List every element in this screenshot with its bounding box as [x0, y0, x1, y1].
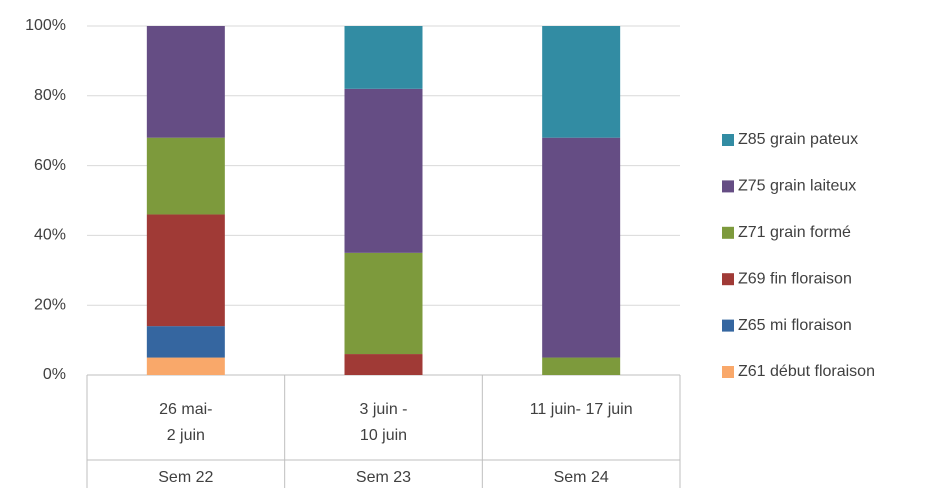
bar-segment [542, 26, 621, 138]
x-tick-label: 3 juin - [359, 401, 407, 418]
bar-segment [542, 357, 621, 375]
x-group-label: Sem 24 [554, 469, 609, 486]
bar-segment [146, 326, 225, 358]
x-group-label: Sem 22 [158, 469, 213, 486]
bar-segment [146, 137, 225, 215]
y-tick-label: 40% [34, 227, 66, 244]
bar-segment [146, 214, 225, 327]
legend-swatch [722, 366, 734, 378]
x-tick-label: 2 juin [167, 427, 205, 444]
bar-segment [344, 26, 423, 89]
legend-swatch [722, 134, 734, 146]
y-tick-label: 20% [34, 296, 66, 313]
legend-label: Z65 mi floraison [738, 317, 852, 334]
bar-segment [542, 137, 621, 358]
legend-label: Z69 fin floraison [738, 270, 852, 287]
legend-swatch [722, 226, 734, 239]
bar-segment [146, 357, 225, 375]
y-tick-label: 60% [34, 157, 66, 174]
legend-swatch [722, 273, 734, 286]
bar-segment [146, 26, 225, 138]
bar-segment [344, 88, 423, 253]
legend-label: Z85 grain pateux [738, 131, 858, 148]
y-tick-label: 80% [34, 87, 66, 104]
x-group-label: Sem 23 [356, 469, 411, 486]
legend-label: Z75 grain laiteux [738, 178, 856, 195]
bar-segment [344, 252, 423, 355]
legend-swatch [722, 180, 734, 193]
y-tick-label: 0% [43, 366, 66, 383]
x-tick-label: 11 juin- 17 juin [530, 401, 633, 418]
legend-label: Z71 grain formé [738, 224, 851, 241]
x-tick-label: 26 mai- [159, 401, 212, 418]
legend-swatch [722, 319, 734, 332]
y-tick-label: 100% [25, 17, 66, 34]
bar-segment [344, 354, 423, 375]
legend-label: Z61 début floraison [738, 363, 875, 380]
x-tick-label: 10 juin [360, 427, 407, 444]
